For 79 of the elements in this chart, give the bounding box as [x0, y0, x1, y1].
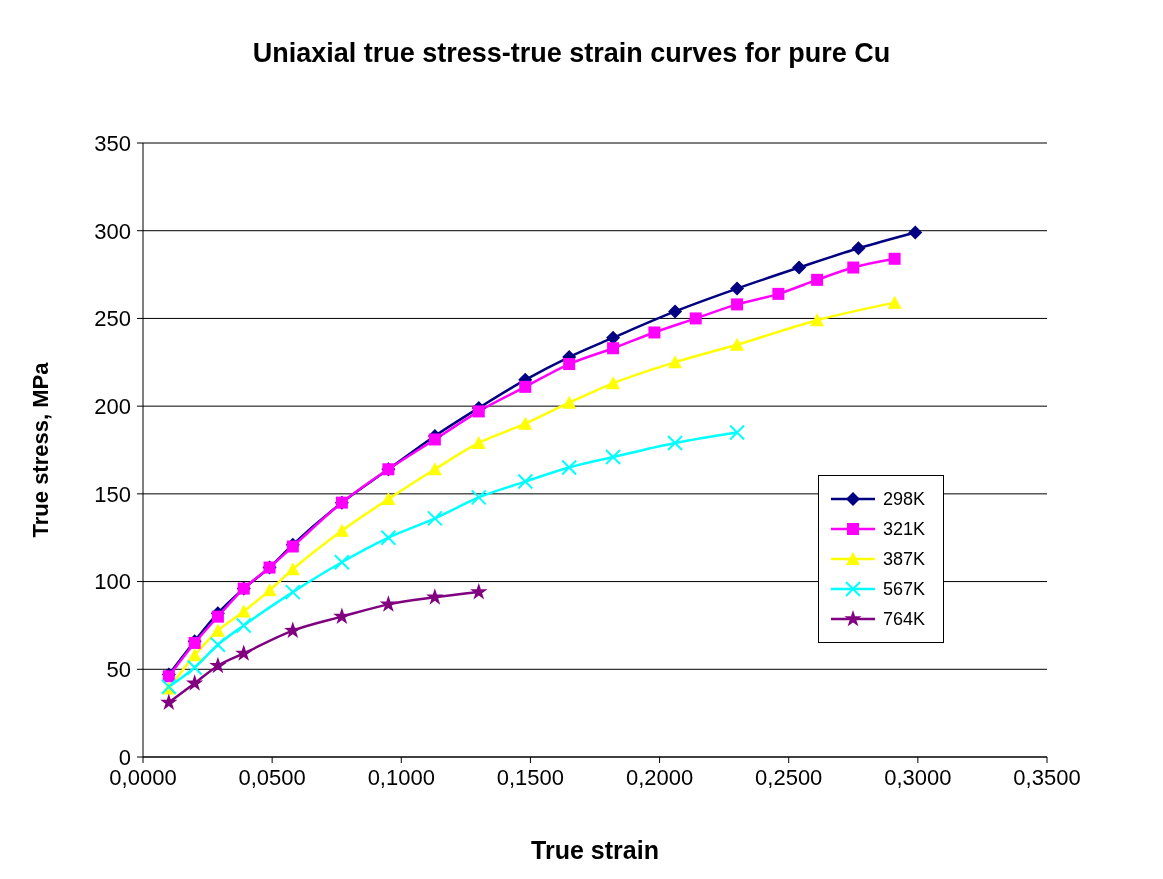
point — [519, 380, 532, 393]
point — [810, 313, 825, 327]
point — [731, 298, 744, 311]
point — [186, 674, 204, 691]
point — [561, 459, 578, 476]
point — [607, 342, 620, 355]
y-tick-label: 150 — [94, 481, 131, 507]
point — [334, 523, 349, 537]
y-axis-title: True stress, MPa — [27, 361, 53, 538]
point — [887, 295, 902, 309]
point — [470, 583, 488, 600]
point — [209, 656, 227, 674]
point — [380, 529, 397, 546]
point — [667, 434, 684, 451]
point — [427, 462, 442, 476]
point — [262, 583, 277, 597]
y-tick-label: 350 — [94, 130, 131, 156]
y-tick-label: 100 — [94, 569, 131, 595]
point — [606, 376, 621, 390]
y-tick-label: 50 — [106, 657, 131, 683]
point — [605, 449, 622, 466]
point — [333, 554, 350, 571]
legend-label: 764K — [883, 608, 926, 630]
point — [689, 312, 702, 325]
point — [284, 584, 301, 601]
point — [211, 610, 224, 623]
y-tick-label: 250 — [94, 306, 131, 332]
point — [668, 304, 683, 319]
point — [470, 489, 487, 506]
point — [562, 395, 577, 409]
point — [772, 287, 785, 300]
point — [847, 261, 860, 274]
legend-label: 321K — [883, 518, 926, 540]
point — [186, 659, 203, 676]
point — [285, 562, 300, 576]
x-tick-label: 0,2500 — [755, 764, 823, 790]
x-tick-label: 0,2000 — [625, 764, 694, 790]
point — [472, 405, 485, 418]
point — [187, 648, 202, 662]
point — [235, 644, 253, 661]
point — [160, 693, 178, 710]
x-tick-label: 0,0500 — [238, 764, 306, 790]
point — [792, 260, 807, 275]
point — [428, 433, 441, 446]
point — [730, 281, 745, 296]
point — [606, 330, 621, 345]
legend-label: 298K — [883, 488, 926, 510]
point — [235, 617, 252, 634]
point — [729, 424, 746, 441]
legend-label: 387K — [883, 548, 926, 570]
point — [379, 595, 398, 612]
point — [730, 337, 745, 351]
point — [668, 355, 683, 369]
point — [648, 326, 661, 339]
chart-title: Uniaxial true stress-true strain curves for pure Cu — [251, 38, 892, 69]
y-tick-label: 200 — [94, 393, 131, 419]
x-tick-label: 0,3000 — [884, 764, 952, 790]
point — [888, 252, 901, 265]
point — [518, 416, 533, 430]
point — [426, 588, 444, 605]
point — [471, 435, 486, 449]
point — [209, 636, 226, 653]
x-tick-label: 0,1000 — [367, 764, 435, 790]
x-tick-label: 0,3500 — [1013, 764, 1081, 790]
y-tick-label: 300 — [94, 218, 131, 244]
point — [851, 241, 866, 256]
point — [381, 492, 396, 506]
point — [284, 621, 302, 639]
x-axis-title: True strain — [531, 836, 659, 864]
point — [426, 510, 443, 527]
point — [811, 273, 824, 286]
legend-label: 567K — [883, 578, 926, 600]
point — [210, 623, 225, 637]
point — [908, 225, 923, 240]
point — [333, 607, 351, 625]
point — [517, 473, 534, 490]
x-tick-label: 0,1500 — [496, 764, 565, 790]
point — [236, 604, 251, 618]
point — [563, 358, 576, 371]
